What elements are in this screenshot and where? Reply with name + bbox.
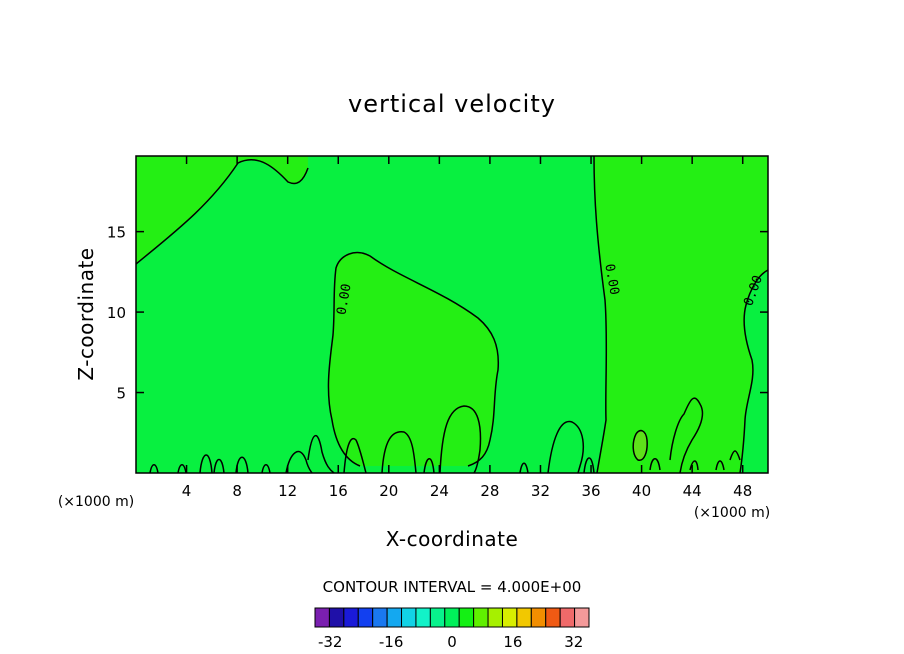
x-tick-label: 44: [683, 482, 702, 500]
y-tick-label: 15: [107, 224, 126, 242]
colorbar-swatch: [516, 607, 532, 628]
x-tick-label: 24: [430, 482, 449, 500]
positive-cell-40: [633, 430, 648, 461]
colorbar-swatch: [444, 607, 460, 628]
x-tick-label: 36: [581, 482, 600, 500]
colorbar-swatch: [545, 607, 561, 628]
x-tick-label: 32: [531, 482, 550, 500]
y-axis-title: Z-coordinate: [74, 247, 98, 380]
x-tick-label: 8: [232, 482, 242, 500]
plot-frame: [135, 155, 769, 474]
contour-lines: [135, 155, 769, 474]
contour-line-top-left: [135, 159, 309, 265]
x-axis-title: X-coordinate: [386, 527, 519, 551]
colorbar-swatch: [357, 607, 374, 628]
contour-interval-label: CONTOUR INTERVAL = 4.000E+00: [323, 578, 582, 596]
x-axis: 4 8 12 16 20 24 28 32 36 40 44 48: [182, 156, 752, 500]
contour-near-ground: [149, 397, 741, 474]
colorbar-swatch: [501, 607, 518, 628]
colorbar-tick-label: 16: [503, 633, 522, 651]
colorbar-swatch: [343, 607, 359, 628]
contour-label-x37: 0.00: [601, 263, 621, 296]
positive-region-left-top: [136, 156, 308, 264]
contour-line-x37: [593, 155, 608, 474]
colorbar-swatch: [372, 607, 388, 628]
colorbar-swatch: [429, 607, 446, 628]
colorbar-swatch: [386, 607, 403, 628]
x-tick-label: 16: [329, 482, 348, 500]
colorbar-swatch: [473, 607, 489, 628]
colorbar-tick-label: 32: [564, 633, 583, 651]
positive-region-mid: [328, 252, 499, 466]
x-tick-label: 48: [733, 482, 752, 500]
x-tick-label: 20: [379, 482, 398, 500]
colorbar-swatch: [530, 607, 547, 628]
colorbar: -32 -16 0 16 32: [314, 607, 590, 651]
colorbar-tick-label: -32: [318, 633, 343, 651]
chart-title: vertical velocity: [348, 90, 556, 118]
x-unit-label-right: (×1000 m): [694, 505, 770, 521]
colorbar-swatch: [574, 607, 590, 628]
contour-cell-40: [632, 429, 648, 461]
colorbar-swatch: [415, 607, 431, 628]
negative-region-right: [740, 270, 768, 473]
x-tick-label: 28: [480, 482, 499, 500]
plot-area: 0.00 0.00 0.00: [135, 155, 769, 474]
colorbar-swatch: [487, 607, 503, 628]
contour-label-mid: 0.00: [334, 283, 354, 316]
x-unit-label-left: (×1000 m): [58, 494, 134, 510]
contour-line-right: [739, 269, 769, 474]
colorbar-swatch: [458, 607, 475, 628]
colorbar-tick-label: -16: [379, 633, 404, 651]
y-tick-label: 5: [116, 385, 126, 403]
x-tick-label: 12: [278, 482, 297, 500]
colorbar-swatch: [559, 607, 576, 628]
colorbar-tick-label: 0: [447, 633, 457, 651]
x-tick-label: 4: [182, 482, 192, 500]
y-tick-label: 10: [107, 304, 126, 322]
colorbar-swatch: [328, 607, 345, 628]
x-tick-label: 40: [632, 482, 651, 500]
contour-line-mid: [327, 251, 500, 467]
colorbar-swatch: [401, 607, 417, 628]
y-axis: 5 10 15: [107, 224, 768, 403]
colorbar-swatch: [314, 607, 330, 628]
